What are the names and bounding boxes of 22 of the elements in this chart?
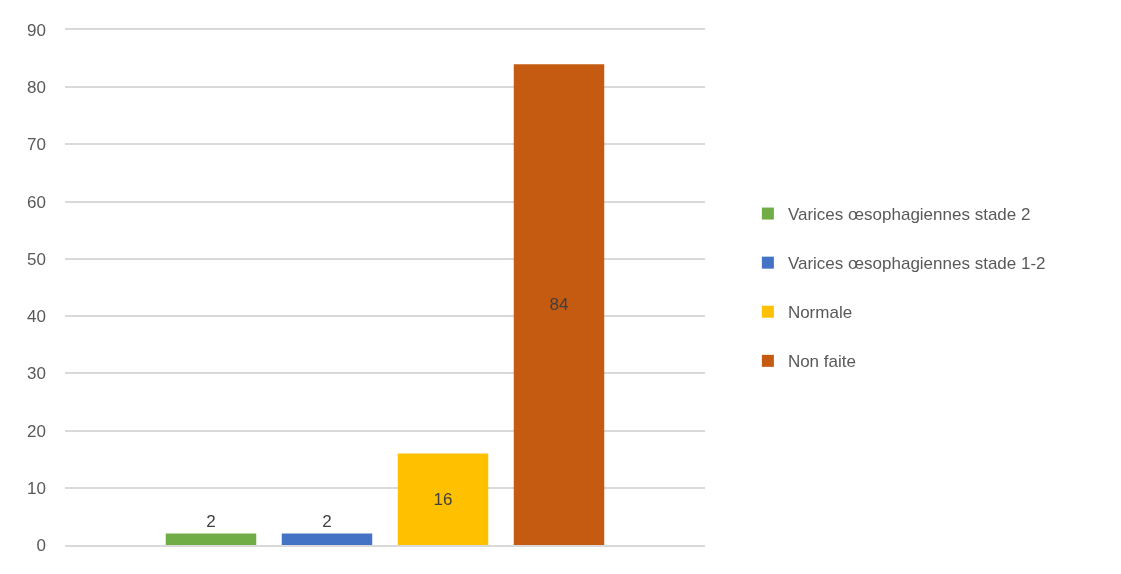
y-tick-label: 20 [27,421,46,441]
data-label: 2 [322,511,332,531]
y-tick-label: 0 [36,535,46,555]
y-tick-label: 60 [27,192,46,212]
bar [513,64,605,545]
data-label: 84 [549,295,569,315]
data-label: 2 [206,511,216,531]
y-tick-label: 40 [27,307,46,327]
y-tick-label: 80 [27,78,46,98]
bar [165,533,257,545]
bar [397,453,489,545]
y-tick-label: 70 [27,135,46,155]
y-tick-label: 50 [27,249,46,269]
legend-label: Varices œsophagiennes stade 2 [787,205,1031,225]
bar [281,533,373,545]
y-tick-label: 30 [27,364,46,384]
y-tick-label: 90 [27,20,46,40]
legend-label: Non faite [787,352,856,372]
legend-label: Normale [787,303,853,323]
y-tick-label: 10 [27,478,46,498]
legend-label: Varices œsophagiennes stade 1-2 [787,254,1046,274]
data-label: 16 [433,489,453,509]
